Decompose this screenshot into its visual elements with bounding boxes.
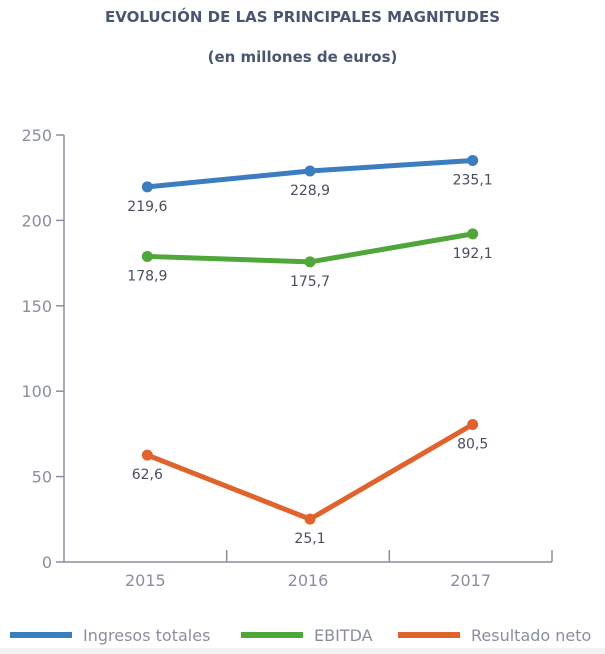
data-point xyxy=(304,513,316,525)
chart-subtitle: (en millones de euros) xyxy=(207,48,398,66)
data-label: 25,1 xyxy=(294,531,325,547)
data-label: 228,9 xyxy=(290,183,330,199)
y-tick-label: 100 xyxy=(21,382,52,401)
chart-title: EVOLUCIÓN DE LAS PRINCIPALES MAGNITUDES xyxy=(105,8,500,26)
series-line-2 xyxy=(146,422,474,522)
data-point xyxy=(467,228,479,240)
data-label: 192,1 xyxy=(453,246,493,262)
data-point xyxy=(304,165,316,177)
x-tick-label: 2017 xyxy=(450,571,491,590)
data-point xyxy=(467,154,479,166)
data-point xyxy=(304,256,316,268)
x-tick-label: 2016 xyxy=(288,571,329,590)
y-tick-label: 50 xyxy=(32,468,52,487)
data-point xyxy=(141,181,153,193)
legend-label: Resultado neto xyxy=(471,626,591,645)
data-label: 175,7 xyxy=(290,274,330,290)
legend-label: Ingresos totales xyxy=(83,626,210,645)
data-label: 80,5 xyxy=(457,437,488,453)
data-point xyxy=(141,250,153,262)
x-tick-label: 2015 xyxy=(125,571,166,590)
y-tick-label: 0 xyxy=(42,553,52,572)
data-point xyxy=(467,419,479,431)
y-tick-label: 250 xyxy=(21,126,52,145)
y-tick-label: 150 xyxy=(21,297,52,316)
legend-label: EBITDA xyxy=(314,626,373,645)
data-label: 62,6 xyxy=(132,467,163,483)
data-label: 235,1 xyxy=(453,172,493,188)
data-label: 219,6 xyxy=(127,199,167,215)
y-tick-label: 200 xyxy=(21,211,52,230)
footer-bar xyxy=(0,648,605,654)
data-label: 178,9 xyxy=(127,268,167,284)
data-point xyxy=(141,449,153,461)
